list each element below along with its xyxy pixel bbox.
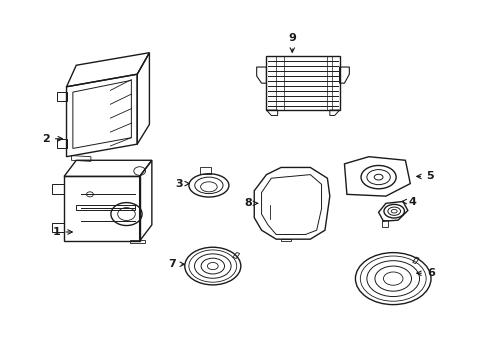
Text: 8: 8 <box>244 198 257 208</box>
Text: 1: 1 <box>53 227 72 237</box>
Text: 2: 2 <box>42 134 62 144</box>
Text: 4: 4 <box>401 197 416 207</box>
Text: 3: 3 <box>175 179 189 189</box>
Text: 5: 5 <box>416 171 433 181</box>
Text: 9: 9 <box>288 33 296 52</box>
Text: 6: 6 <box>416 268 434 278</box>
Text: 7: 7 <box>168 259 184 269</box>
